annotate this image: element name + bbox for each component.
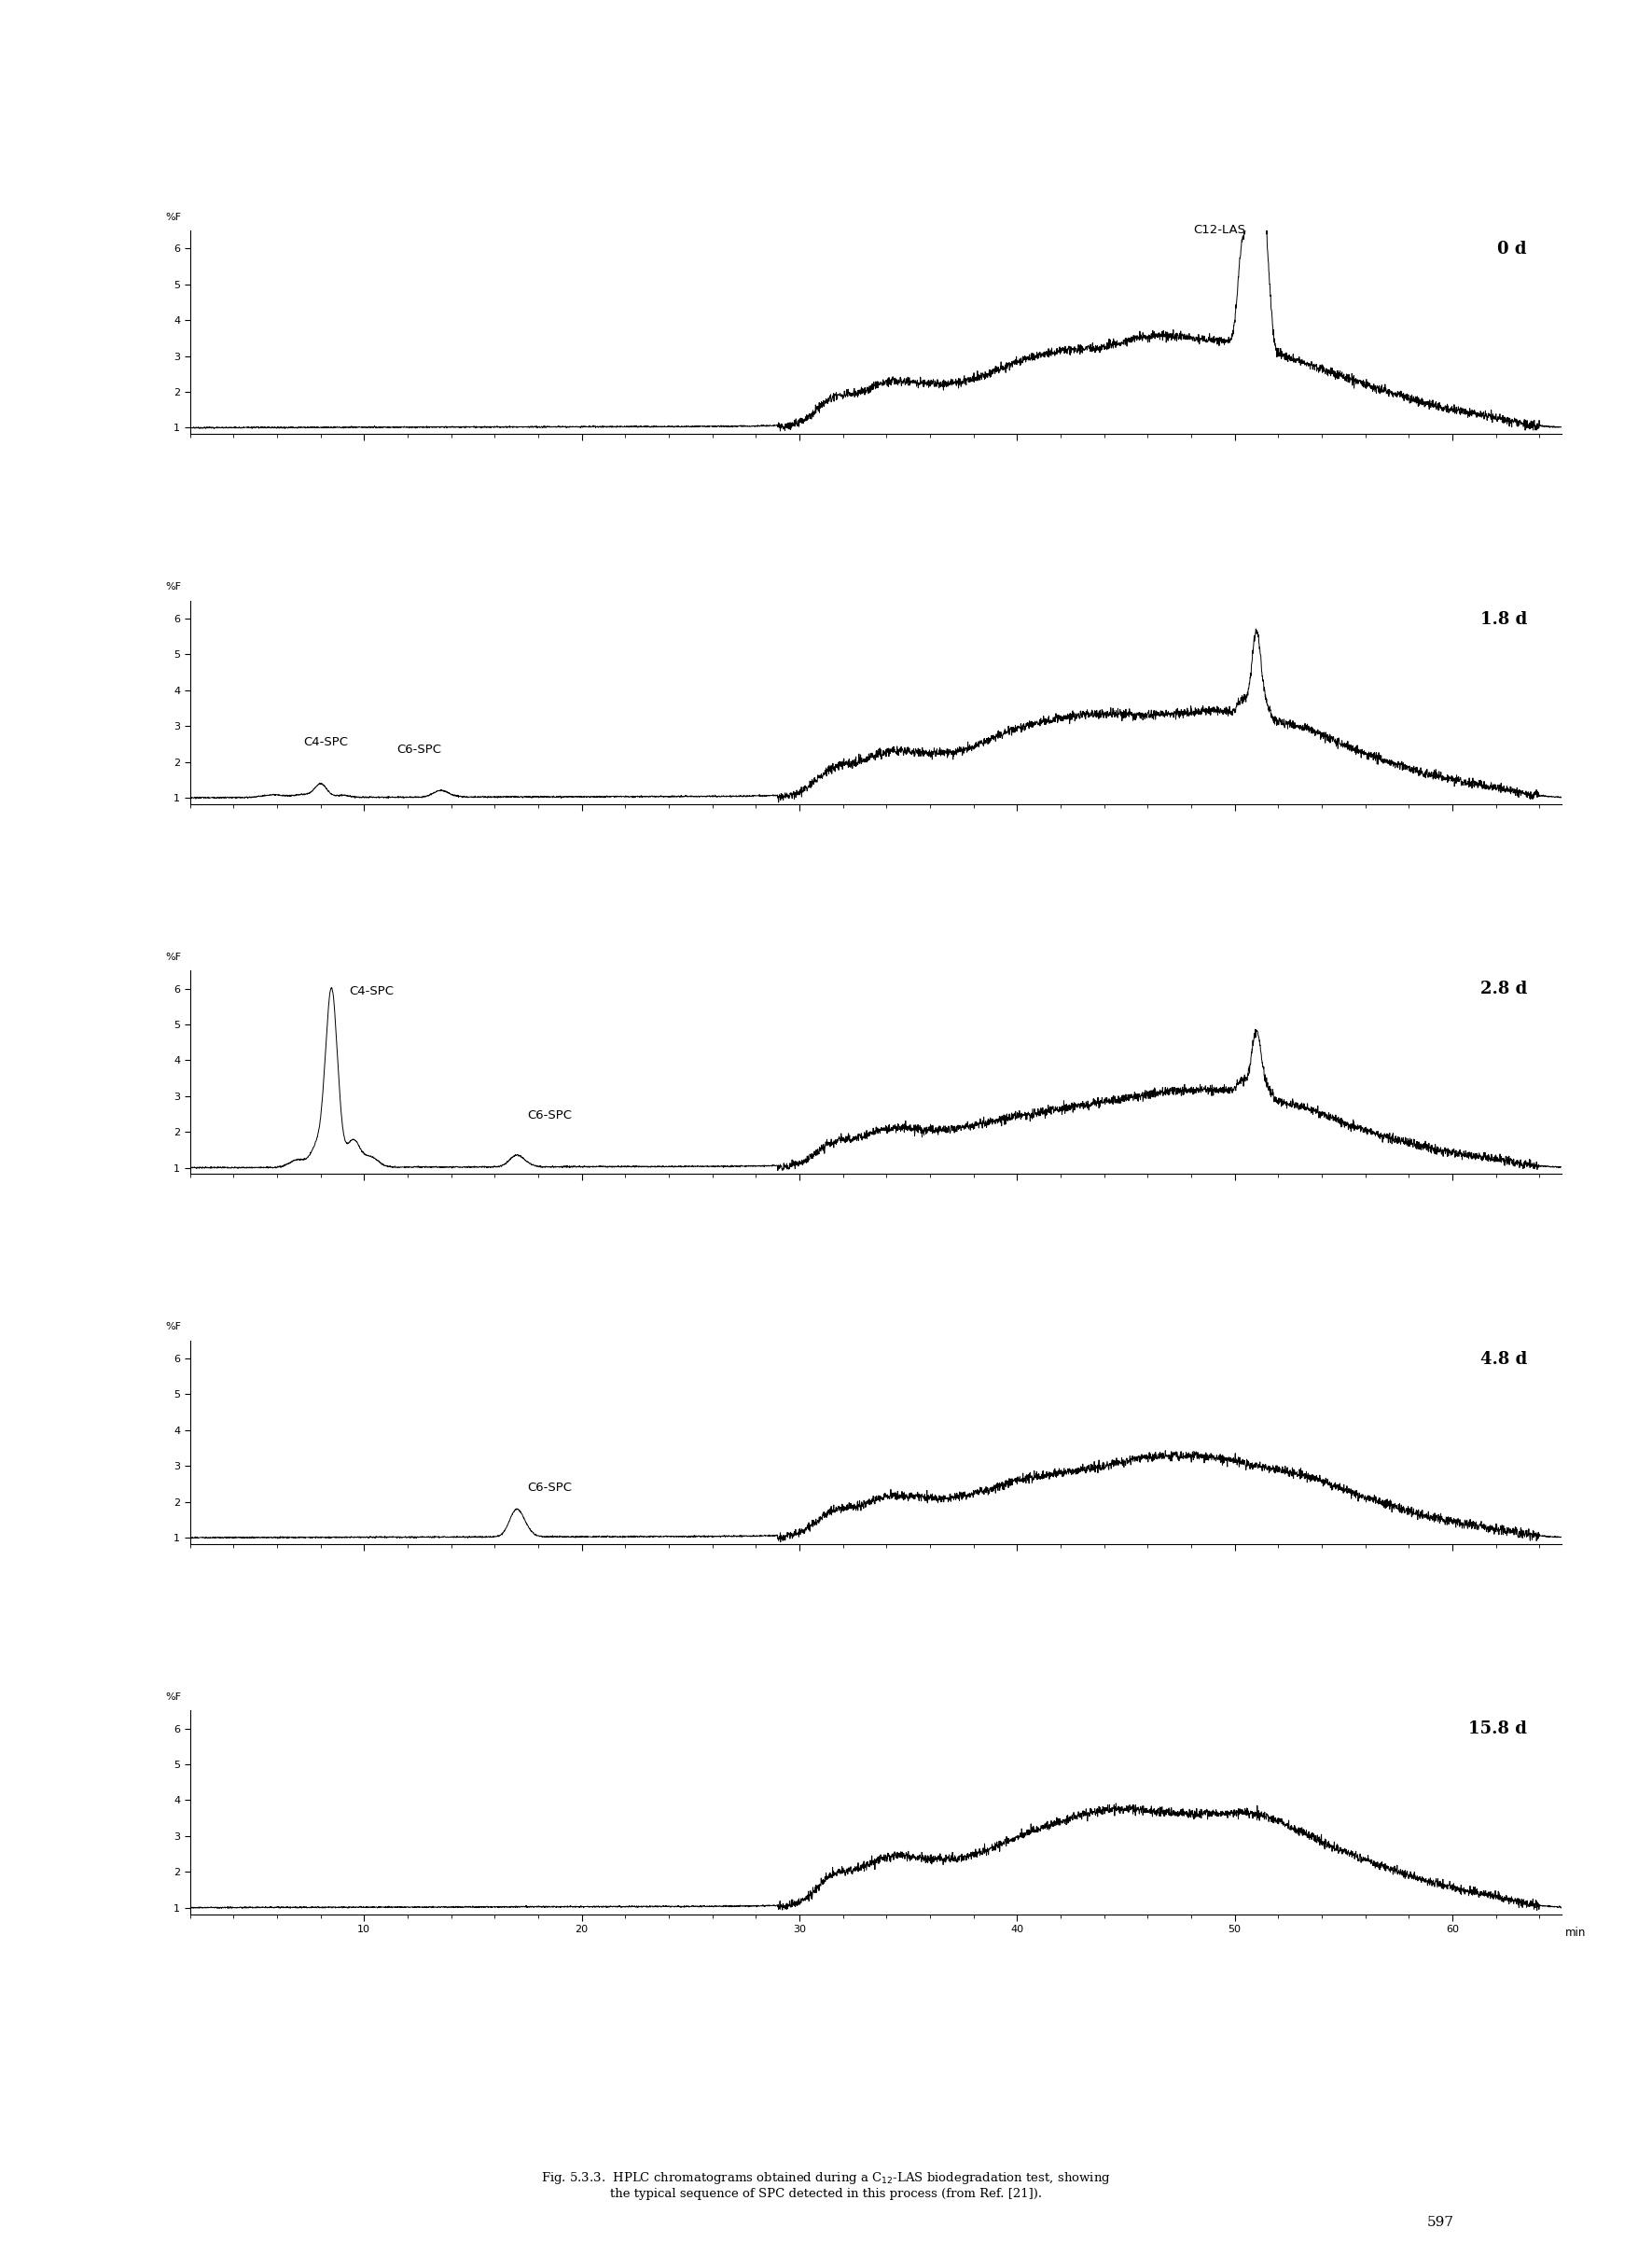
Text: Fig. 5.3.3.  HPLC chromatograms obtained during a C$_{12}$-LAS biodegradation te: Fig. 5.3.3. HPLC chromatograms obtained … [542,2170,1110,2200]
Text: %F: %F [165,952,182,961]
Text: 597: 597 [1427,2215,1454,2229]
Text: %F: %F [165,582,182,591]
Text: min: min [1564,1927,1586,1938]
Text: 4.8 d: 4.8 d [1480,1351,1526,1367]
Text: C4-SPC: C4-SPC [304,735,349,749]
Text: C12-LAS: C12-LAS [1193,223,1246,237]
Text: %F: %F [165,212,182,221]
Text: C6-SPC: C6-SPC [527,1482,572,1493]
Text: 1.8 d: 1.8 d [1480,611,1526,627]
Text: %F: %F [165,1692,182,1701]
Text: 15.8 d: 15.8 d [1469,1721,1526,1737]
Text: %F: %F [165,1322,182,1331]
Text: C6-SPC: C6-SPC [527,1110,572,1121]
Text: C4-SPC: C4-SPC [349,986,393,997]
Text: 0 d: 0 d [1497,241,1526,257]
Text: C6-SPC: C6-SPC [396,742,441,756]
Text: 2.8 d: 2.8 d [1480,981,1526,997]
